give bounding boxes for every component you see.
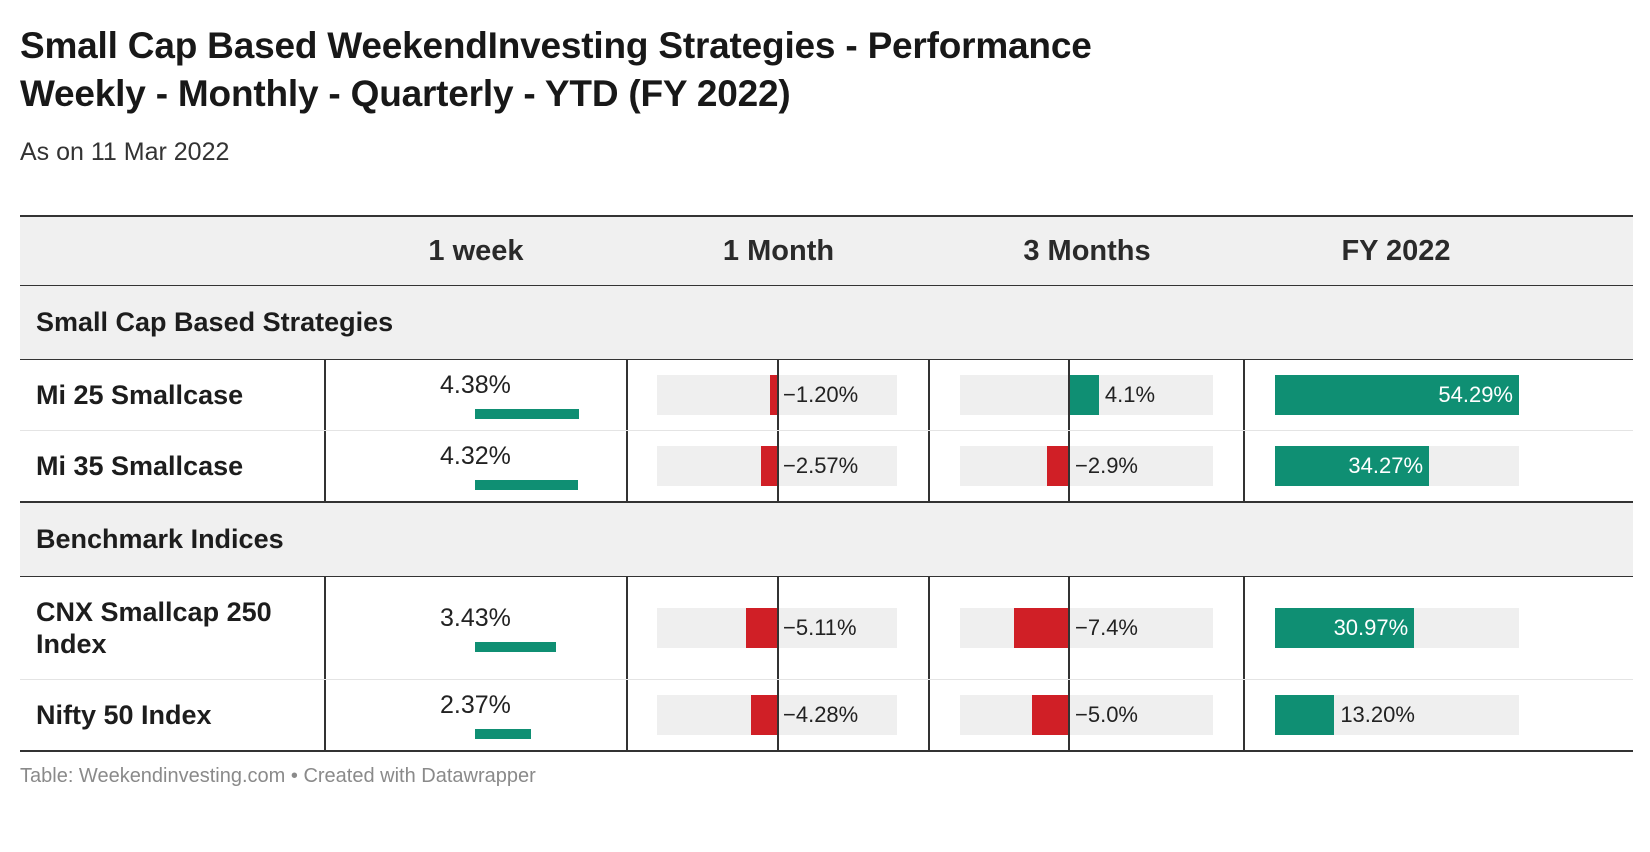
month-bar [751, 695, 777, 735]
week-bar [475, 729, 532, 739]
month-zero-axis [777, 431, 779, 501]
row-name: Nifty 50 Index [36, 700, 212, 730]
performance-table: 1 week 1 Month 3 Months FY 2022 Small Ca… [20, 215, 1633, 752]
quarter-value-label: −7.4% [1075, 615, 1138, 640]
quarter-bar-track [960, 446, 1213, 486]
fy-bar [1275, 446, 1430, 486]
quarter-value-label: −2.9% [1075, 453, 1138, 478]
column-divider [1243, 360, 1245, 430]
column-divider [928, 360, 930, 430]
fy-bar [1275, 695, 1335, 735]
table-row: Nifty 50 Index 2.37% −4.28% −5.0% 13.20% [20, 680, 1633, 752]
section-header: Small Cap Based Strategies [20, 286, 1633, 360]
month-zero-axis [777, 360, 779, 430]
table-row: CNX Smallcap 250 Index 3.43% −5.11% −7.4% 30… [20, 577, 1633, 680]
row-name: Mi 25 Smallcase [36, 380, 244, 410]
column-header-fy-2022[interactable]: FY 2022 [1341, 235, 1451, 267]
table-header: 1 week 1 Month 3 Months FY 2022 [20, 217, 1633, 286]
column-divider [928, 680, 930, 750]
row-name: CNX Smallcap 250 Index [36, 597, 272, 659]
column-divider [1243, 577, 1245, 679]
column-divider [1243, 680, 1245, 750]
source-footer: Table: Weekendinvesting.com • Created wi… [20, 765, 536, 787]
week-bar [475, 409, 579, 419]
fy-value-label: 54.29% [1438, 382, 1513, 407]
quarter-zero-axis [1068, 431, 1070, 501]
section-header: Benchmark Indices [20, 503, 1633, 577]
chart-subtitle: As on 11 Mar 2022 [20, 138, 230, 166]
column-divider [928, 577, 930, 679]
column-divider [324, 431, 326, 501]
quarter-bar [1046, 446, 1068, 486]
month-value-label: −5.11% [783, 615, 857, 640]
column-divider [626, 680, 628, 750]
column-divider [324, 577, 326, 679]
column-divider [324, 680, 326, 750]
month-zero-axis [777, 577, 779, 679]
month-bar [746, 608, 777, 648]
week-value-label: 4.32% [440, 442, 511, 470]
row-name: Mi 35 Smallcase [36, 451, 244, 481]
column-header-3-months[interactable]: 3 Months [1023, 235, 1151, 267]
quarter-value-label: 4.1% [1104, 382, 1156, 407]
fy-value-label: 30.97% [1333, 615, 1409, 640]
quarter-zero-axis [1068, 360, 1070, 430]
week-bar [475, 480, 578, 490]
month-bar [761, 446, 777, 486]
quarter-value-label: −5.0% [1075, 702, 1138, 727]
fy-bar [1275, 375, 1519, 415]
fy-value-label: 13.20% [1340, 702, 1415, 727]
title-line-1: Small Cap Based WeekendInvesting Strateg… [20, 25, 1092, 66]
column-divider [626, 577, 628, 679]
quarter-bar [1031, 695, 1068, 735]
week-bar [475, 642, 557, 652]
week-value-label: 4.38% [440, 371, 511, 399]
quarter-zero-axis [1068, 680, 1070, 750]
column-header-1-week[interactable]: 1 week [428, 235, 524, 267]
month-value-label: −4.28% [783, 702, 859, 727]
fy-bar [1275, 608, 1415, 648]
chart-title: Small Cap Based WeekendInvesting Strateg… [20, 22, 1092, 118]
week-value-label: 2.37% [440, 691, 511, 719]
quarter-bar-track [960, 695, 1213, 735]
title-line-2: Weekly - Monthly - Quarterly - YTD (FY 2… [20, 73, 791, 114]
column-divider [626, 431, 628, 501]
month-zero-axis [777, 680, 779, 750]
fy-value-label: 34.27% [1348, 453, 1424, 478]
column-divider [626, 360, 628, 430]
quarter-zero-axis [1068, 577, 1070, 679]
quarter-bar [1069, 375, 1100, 415]
table-row: Mi 35 Smallcase 4.32% −2.57% −2.9% 34.27% [20, 431, 1633, 503]
column-divider [324, 360, 326, 430]
quarter-bar-track [960, 608, 1213, 648]
month-value-label: −1.20% [783, 382, 859, 407]
week-value-label: 3.43% [440, 604, 511, 632]
quarter-bar [1014, 608, 1068, 648]
month-value-label: −2.57% [783, 453, 859, 478]
month-bar [769, 375, 777, 415]
column-divider [928, 431, 930, 501]
column-divider [1243, 431, 1245, 501]
table-row: Mi 25 Smallcase 4.38% −1.20% 4.1% 54.29% [20, 360, 1633, 431]
column-header-1-month[interactable]: 1 Month [722, 235, 835, 267]
